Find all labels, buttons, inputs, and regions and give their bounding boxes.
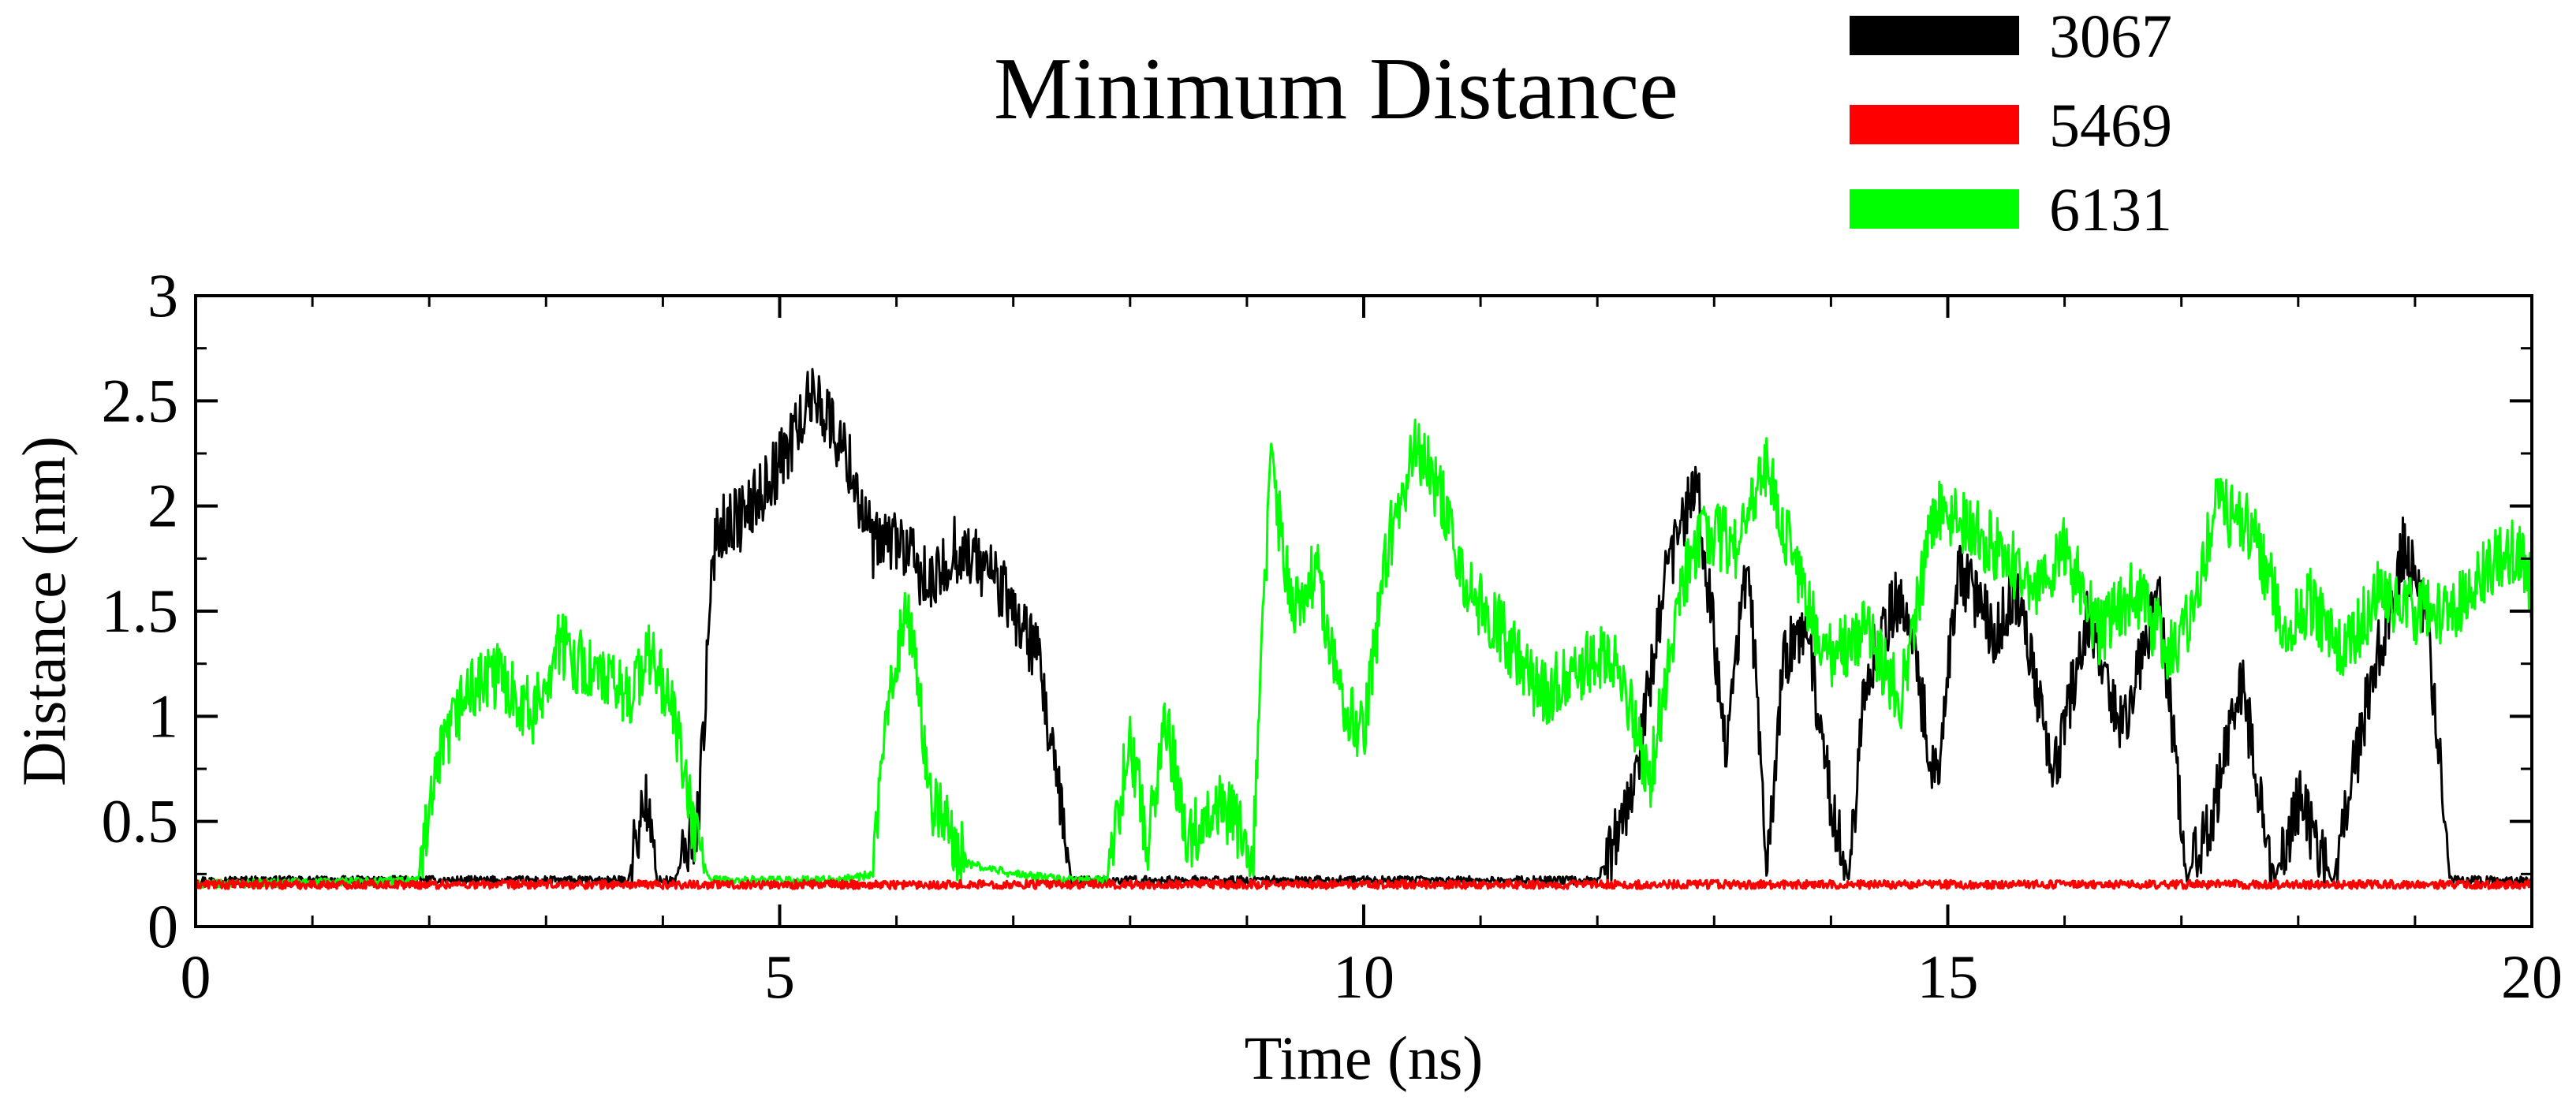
x-axis-label: Time (ns) (1245, 1024, 1484, 1092)
legend-entry-6131[interactable]: 6131 (1850, 175, 2172, 244)
y-tick-label: 1.5 (102, 576, 179, 645)
legend-label-6131: 6131 (2049, 175, 2172, 244)
legend-swatch-6131 (1850, 189, 2019, 229)
legend-entry-3067[interactable]: 3067 (1850, 2, 2172, 70)
series-layer (196, 367, 2532, 890)
y-axis-label: Distance (nm) (9, 436, 78, 786)
legend-entry-5469[interactable]: 5469 (1850, 91, 2172, 159)
y-axis: 0 0.5 1 1.5 2 2.5 3 (102, 261, 2532, 960)
y-tick-label: 1 (147, 681, 178, 750)
legend: 3067 5469 6131 (1850, 2, 2172, 244)
legend-swatch-3067 (1850, 16, 2019, 55)
series-line-6131 (196, 418, 2532, 890)
y-tick-label: 0.5 (102, 787, 179, 856)
y-tick-label: 2.5 (102, 366, 179, 435)
y-tick-label: 3 (147, 261, 178, 330)
chart-title: Minimum Distance (994, 40, 1678, 138)
y-tick-label: 0 (147, 892, 178, 960)
y-tick-label: 2 (147, 472, 178, 540)
legend-label-3067: 3067 (2049, 2, 2172, 70)
legend-label-5469: 5469 (2049, 91, 2172, 159)
legend-swatch-5469 (1850, 105, 2019, 144)
x-tick-label: 10 (1333, 942, 1394, 1011)
x-tick-label: 15 (1917, 942, 1979, 1011)
x-tick-label: 5 (764, 942, 795, 1011)
series-line-3067 (196, 367, 2532, 889)
x-tick-label: 20 (2501, 942, 2563, 1011)
x-axis: 0 5 10 15 20 (181, 296, 2563, 1011)
series-line-5469 (196, 878, 2532, 890)
x-tick-label: 0 (181, 942, 211, 1011)
